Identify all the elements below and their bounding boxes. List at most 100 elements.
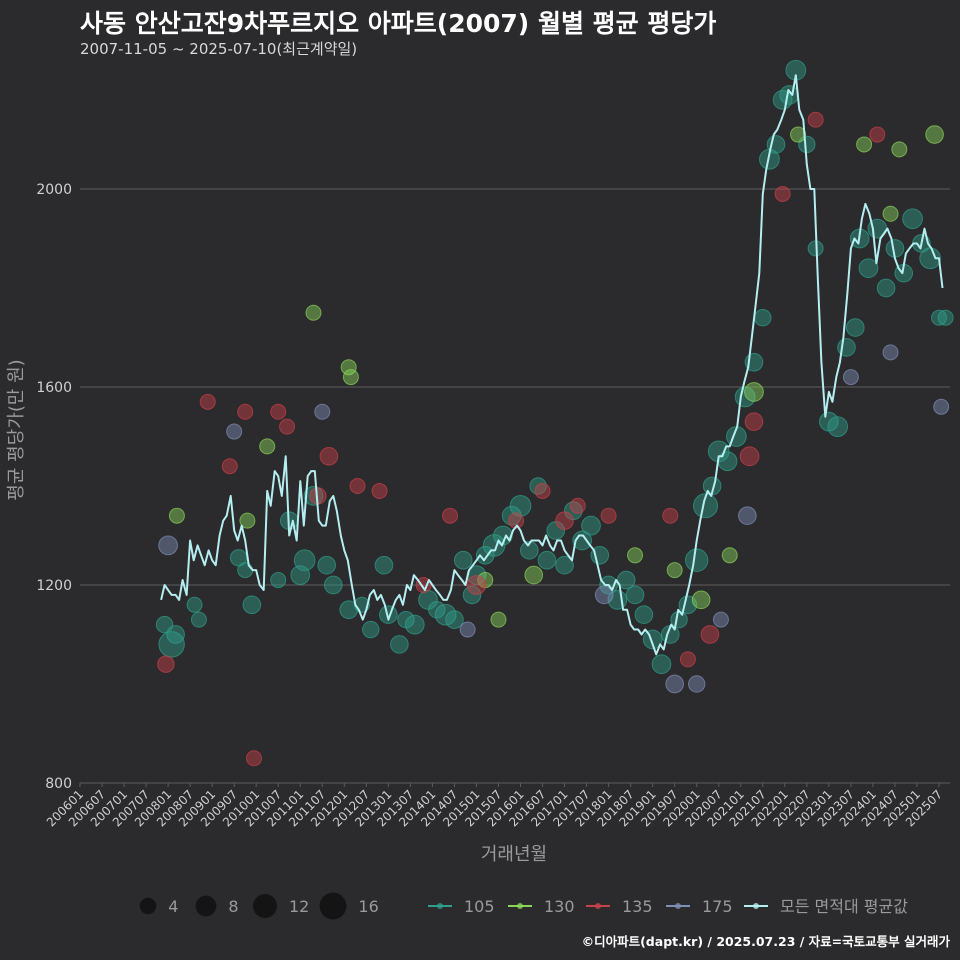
scatter-point xyxy=(459,621,476,638)
scatter-point xyxy=(688,675,706,693)
size-legend-label: 12 xyxy=(289,897,309,916)
scatter-point xyxy=(158,631,185,658)
series-130 xyxy=(168,125,944,628)
scatter-point xyxy=(555,511,574,530)
average-line-layer xyxy=(160,74,944,656)
size-legend-circle xyxy=(252,893,278,919)
size-legend-label: 16 xyxy=(358,897,378,916)
legend-swatch-point xyxy=(675,903,681,909)
size-legend-circle xyxy=(139,897,157,915)
scatter-point xyxy=(651,654,672,675)
scatter-point xyxy=(340,359,357,376)
scatter-point xyxy=(842,369,859,386)
scatter-point xyxy=(537,550,557,570)
scatter-point xyxy=(390,635,409,654)
y-axis-label: 평균 평당가(만 원) xyxy=(6,359,27,500)
scatter-point xyxy=(569,497,586,514)
scatter-point xyxy=(712,611,729,628)
scatter-point xyxy=(404,614,425,635)
scatter-point xyxy=(466,575,487,595)
y-axis-tick-labels: 800 1200 1600 2000 xyxy=(36,182,72,792)
source-caption: ©디아파트(dapt.kr) / 2025.07.23 / 자료=국토교통부 실… xyxy=(581,934,950,949)
scatter-point xyxy=(157,655,175,673)
series-105 xyxy=(155,59,954,675)
scatter-point xyxy=(199,393,216,410)
size-legend-circle xyxy=(195,895,217,917)
x-axis-tick-labels: 2006012006072007012007072008012008072009… xyxy=(44,783,945,830)
scatter-point xyxy=(482,534,506,557)
scatter-point xyxy=(744,412,764,431)
scatter-point xyxy=(237,562,254,579)
scatter-point xyxy=(670,610,688,629)
scatter-point xyxy=(434,603,457,626)
series-175 xyxy=(158,344,950,694)
scatter-point xyxy=(166,625,185,644)
scatter-point xyxy=(305,304,322,321)
scatter-point xyxy=(524,565,544,585)
scatter-point xyxy=(190,611,207,628)
scatter-point xyxy=(270,403,287,420)
scatter-point xyxy=(876,278,896,298)
scatter-point xyxy=(323,575,343,595)
scatter-point xyxy=(314,403,331,420)
scatter-point xyxy=(339,600,359,620)
scatter-point xyxy=(239,512,256,529)
scatter-point xyxy=(509,494,532,517)
scatter-point xyxy=(237,403,254,420)
scatter-point xyxy=(520,541,539,560)
legend-swatch-point xyxy=(753,903,759,909)
y-tick-label: 800 xyxy=(45,776,72,792)
y-tick-label: 2000 xyxy=(36,182,72,198)
scatter-point xyxy=(665,674,684,694)
scatter-point xyxy=(845,318,865,337)
scatter-point xyxy=(600,507,617,524)
size-legend-circle xyxy=(319,892,347,920)
scatter-points xyxy=(155,59,954,767)
scatter-point xyxy=(634,605,654,625)
scatter-point xyxy=(594,585,614,605)
scatter-point xyxy=(869,126,886,143)
scatter-point xyxy=(693,493,719,519)
scatter-point xyxy=(572,530,593,551)
chart-subtitle: 2007-11-05 ~ 2025-07-10(최근계약일) xyxy=(80,40,358,58)
scatter-point xyxy=(349,477,366,495)
scatter-point xyxy=(168,507,185,524)
legend: 4 8 12 16 105 130 135 175 모든 면적대 평균값 xyxy=(139,892,908,920)
scatter-point xyxy=(158,535,178,556)
scatter-point xyxy=(807,111,824,128)
scatter-point xyxy=(462,585,482,605)
scatter-point xyxy=(774,185,791,202)
scatter-point xyxy=(242,595,262,615)
scatter-point xyxy=(259,438,276,455)
legend-swatch-point xyxy=(595,903,601,909)
scatter-point xyxy=(445,610,464,629)
scatter-point xyxy=(442,507,459,524)
scatter-point xyxy=(933,398,950,415)
scatter-point xyxy=(882,205,899,222)
y-tick-label: 1200 xyxy=(36,578,72,594)
scatter-point xyxy=(317,555,336,575)
scatter-point xyxy=(891,141,908,158)
series-135 xyxy=(157,111,886,767)
legend-label: 175 xyxy=(702,897,733,916)
scatter-point xyxy=(245,750,263,767)
scatter-point xyxy=(691,590,711,610)
scatter-point xyxy=(534,482,551,499)
scatter-point xyxy=(666,562,683,579)
scatter-point xyxy=(555,555,574,575)
legend-swatch-point xyxy=(517,903,523,909)
scatter-point xyxy=(293,549,316,572)
scatter-point xyxy=(779,85,800,105)
scatter-point xyxy=(371,482,388,499)
scatter-point xyxy=(616,570,636,590)
scatter-point xyxy=(627,547,644,564)
scatter-point xyxy=(679,651,696,668)
scatter-point xyxy=(856,136,873,153)
scatter-point xyxy=(226,423,243,440)
scatter-point xyxy=(790,126,807,143)
scatter-point xyxy=(754,309,772,327)
scatter-point xyxy=(625,585,645,605)
scatter-point xyxy=(717,451,738,472)
scatter-point xyxy=(827,416,849,437)
